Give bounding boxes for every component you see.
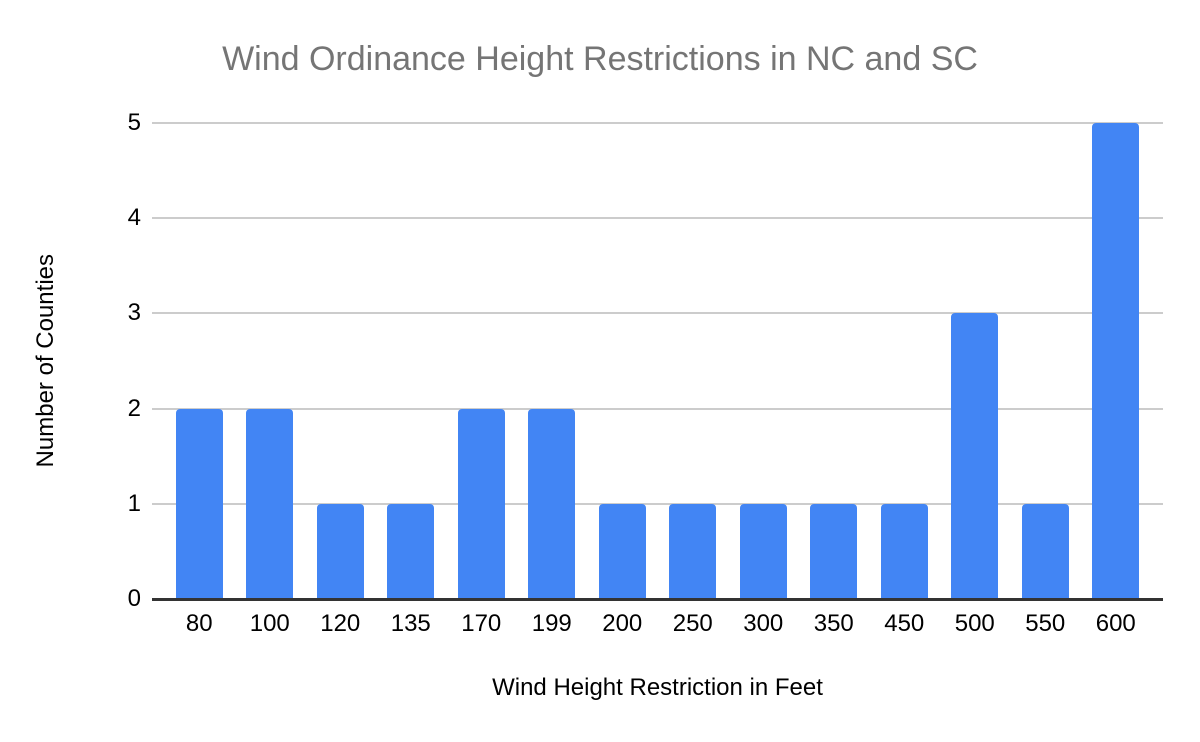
x-tick-label: 550 [1025, 610, 1066, 637]
bar [1092, 123, 1140, 599]
x-tick-label: 350 [813, 610, 854, 637]
y-tick-label: 1 [127, 489, 141, 517]
gridline [152, 407, 1163, 410]
y-tick-label: 5 [127, 109, 141, 136]
bar-slot [728, 123, 799, 599]
plot-area [152, 122, 1163, 601]
bar-slot [869, 123, 940, 599]
bar [598, 503, 646, 599]
bar [810, 503, 858, 599]
y-tick-label: 0 [127, 585, 141, 612]
y-tick-label: 3 [127, 299, 141, 327]
y-axis-tick-labels: 0 1 2 3 4 5 [0, 111, 141, 611]
chart-title: Wind Ordinance Height Restrictions in NC… [222, 40, 978, 78]
gridlines [152, 122, 1163, 599]
bar-slot [940, 123, 1011, 599]
bar-slot [164, 123, 235, 599]
x-tick-label: 100 [249, 610, 290, 637]
x-tick-label: 200 [602, 610, 643, 637]
bar [316, 503, 364, 599]
bar-slot [235, 123, 306, 599]
bar-slot [517, 123, 588, 599]
x-tick-label: 300 [743, 610, 784, 637]
x-tick-label: 500 [954, 610, 995, 637]
bar [246, 408, 294, 599]
gridline [152, 122, 1163, 124]
bar-slot [376, 123, 447, 599]
bars [152, 123, 1163, 599]
bar [175, 408, 223, 599]
bar-slot [1081, 123, 1152, 599]
x-axis-line [152, 598, 1163, 601]
bar [880, 503, 928, 599]
bar-slot [658, 123, 729, 599]
x-tick-label: 170 [461, 610, 502, 637]
x-axis-tick-labels: 80 100 120 135 170 199 200 250 300 350 450 500 550 60… [152, 610, 1163, 637]
x-tick-label: 450 [884, 610, 925, 637]
bar [387, 503, 435, 599]
gridline [152, 502, 1163, 505]
x-tick-label: 199 [531, 610, 572, 637]
bar [457, 408, 505, 599]
gridline [152, 312, 1163, 315]
bar-slot [305, 123, 376, 599]
bar-slot [446, 123, 517, 599]
x-tick-label: 80 [185, 610, 213, 637]
bar-slot [1010, 123, 1081, 599]
x-tick-label: 135 [390, 610, 431, 637]
bar [1021, 503, 1069, 599]
y-tick-label: 2 [127, 394, 141, 422]
x-tick-label: 120 [320, 610, 361, 637]
bar [669, 503, 717, 599]
bar-slot [587, 123, 658, 599]
bar [739, 503, 787, 599]
bar [951, 313, 999, 599]
y-tick-label: 4 [127, 204, 141, 232]
bar [528, 408, 576, 599]
x-axis-title: Wind Height Restriction in Feet [492, 674, 823, 701]
x-tick-label: 600 [1095, 610, 1136, 637]
x-tick-label: 250 [672, 610, 713, 637]
gridline [152, 217, 1163, 220]
bar-slot [799, 123, 870, 599]
